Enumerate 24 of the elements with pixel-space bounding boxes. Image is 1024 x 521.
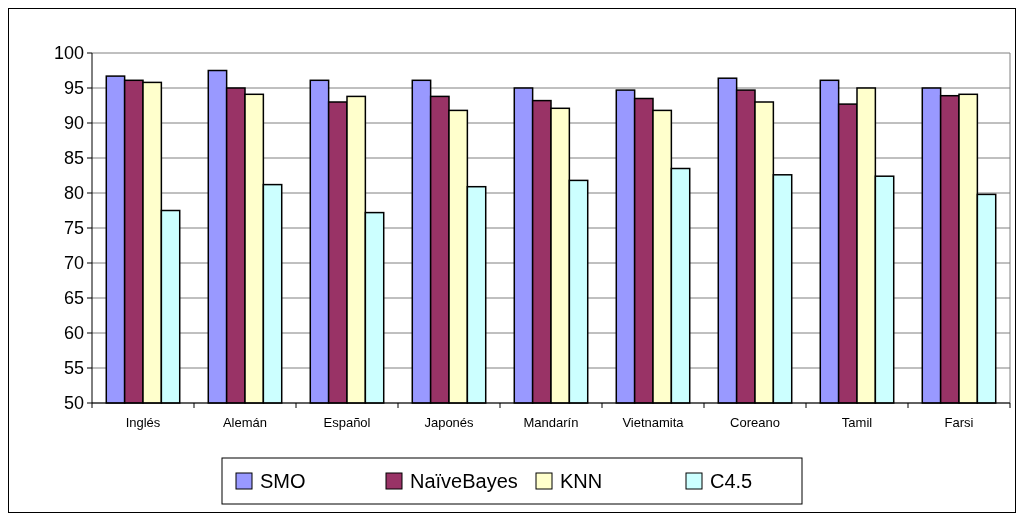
y-tick-label: 55	[63, 358, 84, 379]
y-tick-label: 95	[63, 78, 84, 99]
y-tick-label: 100	[53, 43, 84, 64]
x-tick-label: Vietnamita	[622, 415, 685, 430]
x-tick-label: Farsi	[944, 415, 974, 430]
y-tick-label: 90	[63, 113, 84, 134]
y-tick-label: 75	[63, 218, 84, 239]
y-tick-label: 65	[63, 288, 84, 309]
y-tick-label: 70	[63, 253, 84, 274]
x-tick-label: Mandarín	[523, 415, 579, 430]
legend-label: KNN	[560, 470, 603, 492]
x-tick-label: Tamil	[841, 415, 873, 430]
x-tick-label: Inglés	[125, 415, 161, 430]
y-tick-label: 50	[63, 393, 84, 414]
y-tick-label: 85	[63, 148, 84, 169]
x-tick-label: Coreano	[730, 415, 780, 430]
x-tick-label: Alemán	[222, 415, 268, 430]
y-tick-label: 80	[63, 183, 84, 204]
legend-label: SMO	[260, 470, 306, 492]
legend-label: C4.5	[710, 470, 753, 492]
x-tick-label: Español	[323, 415, 371, 430]
legend-label: NaïveBayes	[410, 470, 518, 492]
y-tick-label: 60	[63, 323, 84, 344]
x-tick-label: Japonés	[424, 415, 475, 430]
